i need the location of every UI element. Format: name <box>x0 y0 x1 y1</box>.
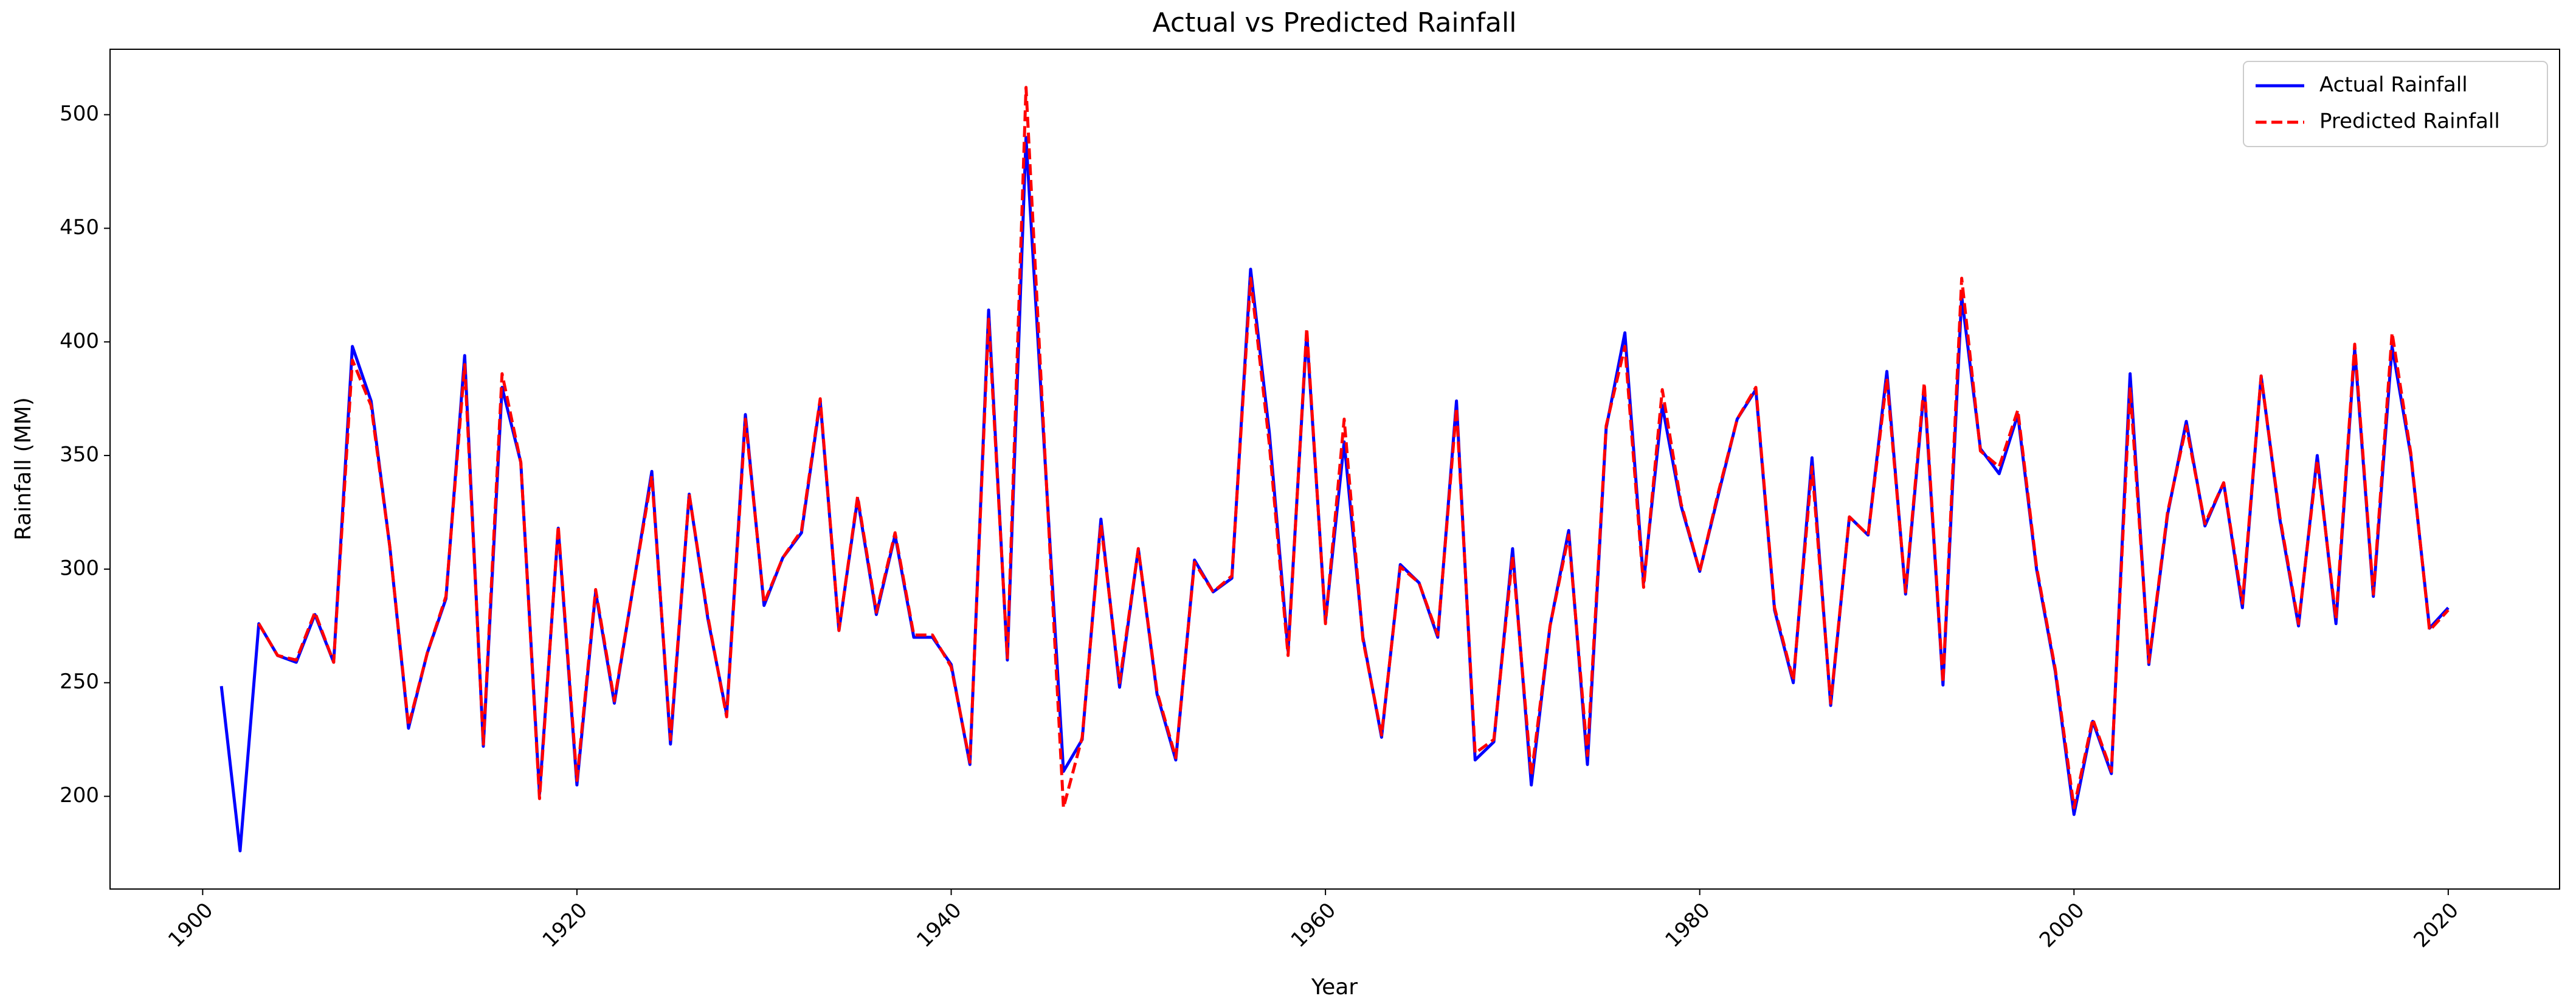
x-tick-label: 1940 <box>912 898 966 952</box>
x-tick-label: 1980 <box>1660 898 1714 952</box>
y-tick-label: 350 <box>60 443 99 467</box>
legend-label: Predicted Rainfall <box>2319 109 2500 134</box>
y-axis-label: Rainfall (MM) <box>11 397 36 541</box>
legend-label: Actual Rainfall <box>2319 73 2468 97</box>
y-tick-label: 400 <box>60 329 99 353</box>
y-tick-label: 250 <box>60 670 99 694</box>
x-tick-label: 1900 <box>164 898 218 952</box>
x-tick-label: 1920 <box>538 898 592 952</box>
y-tick-label: 500 <box>60 102 99 126</box>
x-tick-label: 2020 <box>2409 898 2463 952</box>
plot-frame <box>109 49 2560 890</box>
data-line <box>257 86 2450 809</box>
y-tick-label: 300 <box>60 556 99 580</box>
x-tick-label: 1960 <box>1286 898 1341 952</box>
y-tick-label: 450 <box>60 215 99 240</box>
x-axis-label: Year <box>1311 975 1358 1000</box>
x-tick-label: 2000 <box>2035 898 2089 952</box>
y-tick-label: 200 <box>60 783 99 808</box>
legend-box <box>2243 61 2548 147</box>
chart-title: Actual vs Predicted Rainfall <box>1153 7 1517 38</box>
